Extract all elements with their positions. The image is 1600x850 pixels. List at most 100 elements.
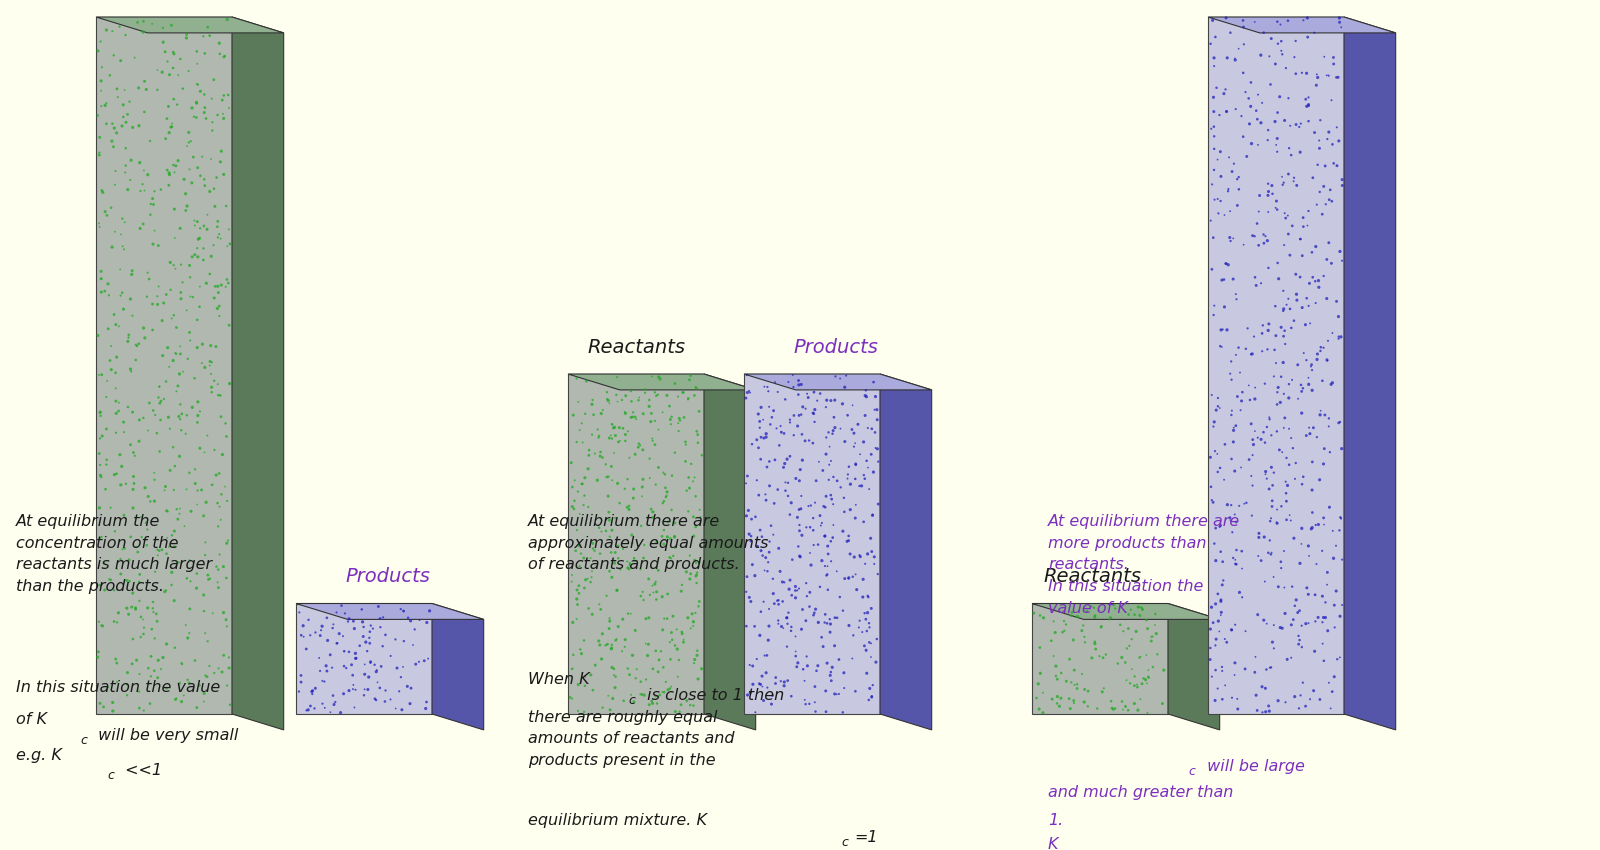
Point [114, 574, 139, 587]
Point [86, 579, 112, 592]
Point [686, 405, 712, 418]
Point [1248, 48, 1274, 62]
Point [770, 575, 795, 589]
Point [1198, 263, 1224, 276]
Point [174, 571, 200, 585]
Point [774, 640, 800, 654]
Polygon shape [704, 374, 755, 730]
Point [138, 134, 163, 148]
Point [659, 633, 685, 647]
Point [214, 13, 240, 26]
Point [662, 446, 688, 460]
Point [155, 531, 181, 545]
Point [734, 369, 760, 382]
Point [1072, 683, 1098, 696]
Point [1027, 609, 1053, 622]
Point [176, 326, 202, 339]
Point [1302, 275, 1328, 288]
Point [1253, 575, 1278, 588]
Point [574, 572, 600, 586]
Point [1101, 598, 1126, 612]
Point [747, 677, 773, 691]
Point [859, 602, 885, 615]
Point [179, 250, 205, 264]
Point [827, 590, 853, 604]
Point [1056, 652, 1082, 666]
Point [843, 472, 869, 485]
Point [669, 578, 694, 592]
Point [861, 465, 886, 479]
Point [147, 396, 173, 410]
Point [1131, 672, 1157, 685]
Point [1285, 392, 1310, 405]
Point [214, 620, 240, 633]
Point [586, 422, 611, 436]
Point [114, 601, 139, 615]
Point [765, 483, 790, 496]
Point [1246, 530, 1272, 544]
Point [746, 488, 771, 502]
Point [773, 393, 798, 406]
Point [752, 564, 778, 577]
Point [1301, 421, 1326, 434]
Point [616, 451, 642, 465]
Point [286, 685, 312, 699]
Point [560, 648, 586, 661]
Point [101, 583, 126, 597]
Point [1238, 509, 1264, 523]
Point [646, 371, 672, 384]
Point [166, 450, 192, 463]
Point [618, 668, 643, 682]
Point [645, 388, 670, 401]
Point [811, 530, 837, 543]
Point [154, 638, 179, 651]
Point [630, 593, 656, 607]
Point [1245, 549, 1270, 563]
Point [1224, 692, 1250, 706]
Point [600, 660, 626, 674]
Point [149, 65, 174, 79]
Point [782, 644, 808, 658]
Point [299, 685, 325, 699]
Point [1109, 650, 1134, 664]
Point [131, 14, 157, 28]
Point [797, 547, 822, 560]
Point [1214, 498, 1240, 512]
Point [565, 484, 590, 498]
Point [646, 461, 672, 474]
Point [642, 386, 667, 400]
Point [130, 218, 155, 231]
Point [613, 434, 638, 448]
Point [309, 620, 334, 633]
Point [1274, 475, 1299, 489]
Point [363, 665, 389, 678]
Point [1026, 702, 1051, 716]
Point [101, 140, 126, 154]
Point [592, 638, 618, 652]
Point [176, 65, 202, 78]
Point [98, 201, 123, 214]
Point [126, 337, 152, 350]
Point [109, 286, 134, 299]
Point [768, 620, 794, 633]
Point [1306, 610, 1331, 624]
Point [1203, 521, 1229, 535]
Point [805, 659, 830, 672]
Point [154, 681, 179, 694]
Point [1134, 677, 1160, 690]
Point [1245, 608, 1270, 621]
Point [118, 600, 144, 614]
Point [150, 348, 176, 362]
Point [683, 382, 709, 395]
Point [1206, 625, 1232, 638]
Point [749, 430, 774, 444]
Point [1298, 693, 1323, 706]
Point [1082, 610, 1107, 624]
Point [674, 565, 699, 579]
Point [755, 384, 781, 398]
Point [866, 455, 891, 468]
Point [390, 604, 416, 618]
Point [1136, 670, 1162, 683]
Point [787, 550, 813, 564]
Point [154, 375, 179, 388]
